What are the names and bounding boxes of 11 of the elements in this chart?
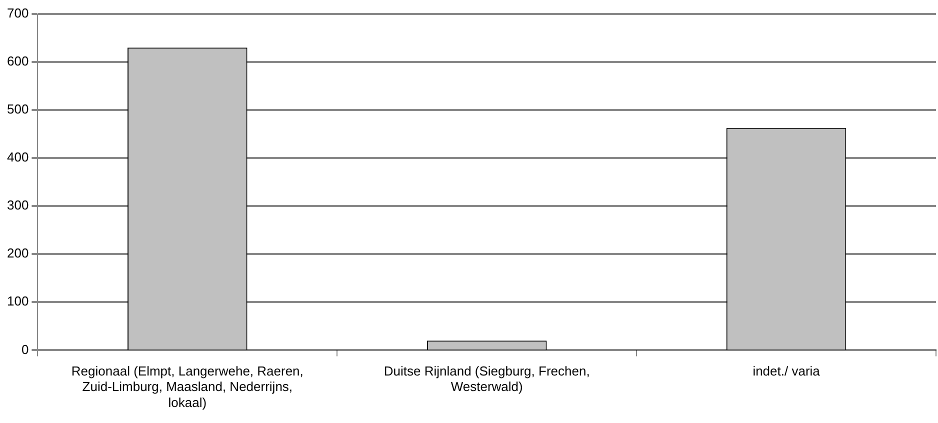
y-tick-label: 600 — [6, 54, 29, 69]
y-tick-label: 300 — [6, 198, 29, 213]
y-tick-label: 100 — [6, 294, 29, 309]
y-tick-label: 200 — [6, 246, 29, 261]
x-tick-label: Regionaal (Elmpt, Langerwehe, Raeren, Zuid-Limburg, Maasland, Nederrijns, lokaal) — [71, 364, 304, 410]
y-tick-label: 700 — [6, 6, 29, 21]
x-tick-label: Duitse Rijnland (Siegburg, Frechen, Westerwald) — [384, 364, 590, 394]
y-tick-label: 400 — [6, 150, 29, 165]
x-tick-label: indet./ varia — [752, 364, 821, 379]
y-tick-label: 500 — [6, 102, 29, 117]
y-tick-label: 0 — [21, 342, 29, 357]
